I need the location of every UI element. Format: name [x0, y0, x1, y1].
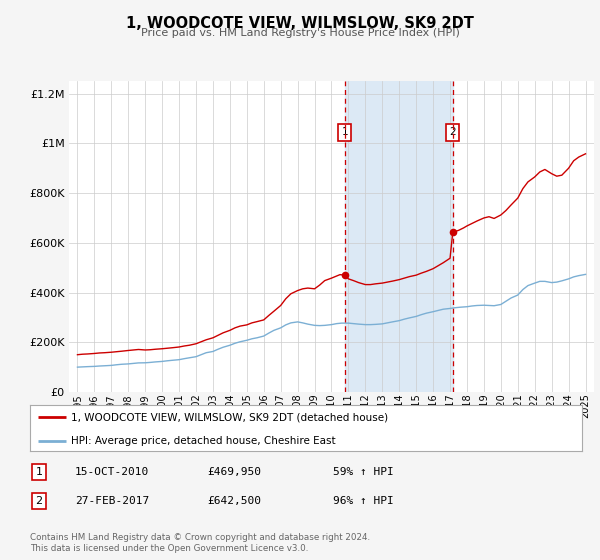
- Text: 1: 1: [35, 467, 43, 477]
- Text: £642,500: £642,500: [207, 496, 261, 506]
- Text: 1: 1: [341, 128, 348, 138]
- Text: 2: 2: [449, 128, 456, 138]
- Text: 27-FEB-2017: 27-FEB-2017: [75, 496, 149, 506]
- Text: 96% ↑ HPI: 96% ↑ HPI: [333, 496, 394, 506]
- Text: Price paid vs. HM Land Registry's House Price Index (HPI): Price paid vs. HM Land Registry's House …: [140, 28, 460, 38]
- Text: 1, WOODCOTE VIEW, WILMSLOW, SK9 2DT (detached house): 1, WOODCOTE VIEW, WILMSLOW, SK9 2DT (det…: [71, 412, 389, 422]
- Text: £469,950: £469,950: [207, 467, 261, 477]
- Text: 1, WOODCOTE VIEW, WILMSLOW, SK9 2DT: 1, WOODCOTE VIEW, WILMSLOW, SK9 2DT: [126, 16, 474, 31]
- Text: Contains HM Land Registry data © Crown copyright and database right 2024.: Contains HM Land Registry data © Crown c…: [30, 533, 370, 542]
- Text: 59% ↑ HPI: 59% ↑ HPI: [333, 467, 394, 477]
- Text: HPI: Average price, detached house, Cheshire East: HPI: Average price, detached house, Ches…: [71, 436, 336, 446]
- Text: 15-OCT-2010: 15-OCT-2010: [75, 467, 149, 477]
- Bar: [345, 81, 453, 392]
- Text: 2: 2: [35, 496, 43, 506]
- Text: This data is licensed under the Open Government Licence v3.0.: This data is licensed under the Open Gov…: [30, 544, 308, 553]
